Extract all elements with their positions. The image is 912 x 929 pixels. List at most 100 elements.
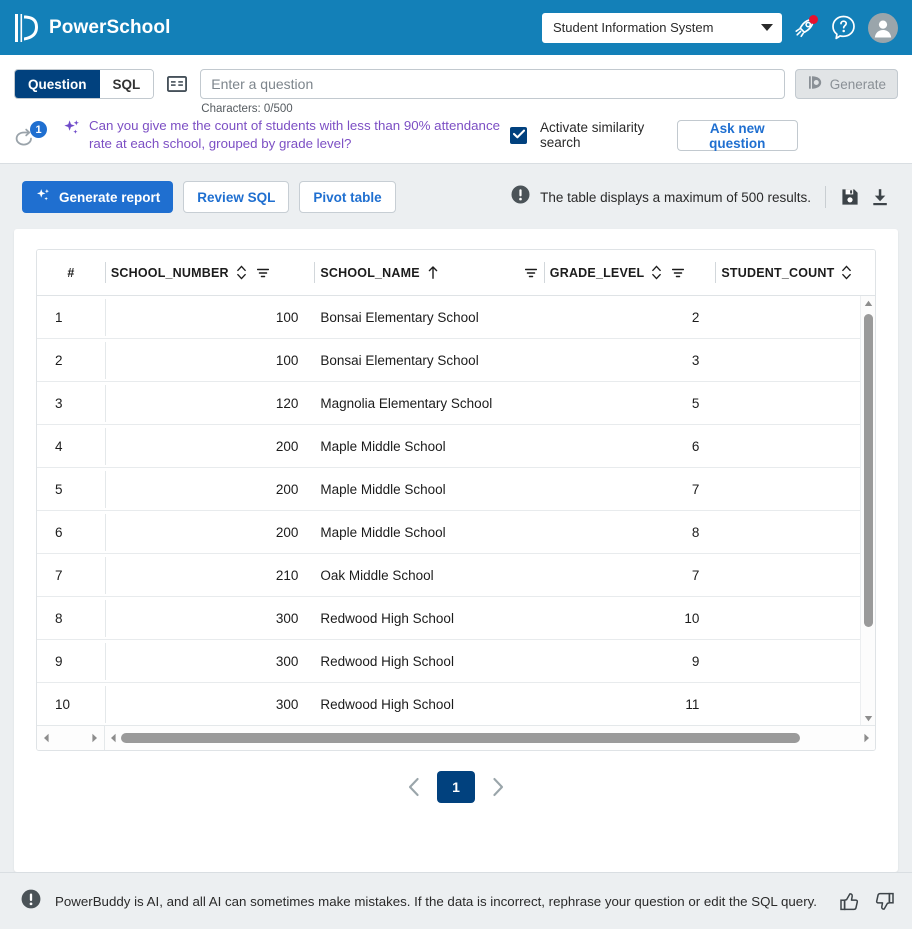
results-panel: Generate report Review SQL Pivot table T… <box>0 164 912 872</box>
table-cell-num: 210 <box>104 556 314 594</box>
scroll-left-arrow-icon[interactable] <box>43 733 50 743</box>
query-input-row: Question SQL Characters: 0/500 <box>14 69 898 115</box>
notification-dot-icon <box>809 14 818 24</box>
horizontal-scroll-thumb[interactable] <box>121 733 800 743</box>
table-cell-name: Redwood High School <box>320 696 454 712</box>
table-cell-num: 200 <box>104 470 314 508</box>
scroll-down-arrow-icon[interactable] <box>864 711 873 725</box>
scroll-right-arrow-icon[interactable] <box>91 733 98 743</box>
filter-funnel-icon[interactable] <box>256 266 270 280</box>
pagination-prev-button[interactable] <box>406 776 423 798</box>
table-cell-name: Redwood High School <box>320 610 454 626</box>
sort-ascending-arrow-icon[interactable] <box>427 265 439 280</box>
table-cell-name: Bonsai Elementary School <box>320 352 479 368</box>
results-grid: # SCHOOL_NUMBER <box>36 249 876 751</box>
brand: PowerSchool <box>14 12 170 44</box>
grid-horizontal-scrollbar[interactable] <box>37 725 875 750</box>
table-cell-num: 200 <box>104 513 314 551</box>
review-sql-button[interactable]: Review SQL <box>183 181 290 213</box>
table-cell-grade: 2 <box>691 309 700 325</box>
table-row[interactable]: 1 100 Bonsai Elementary School 2 <box>37 296 875 339</box>
table-cell-grade: 8 <box>691 524 700 540</box>
suggested-question[interactable]: Can you give me the count of students wi… <box>62 117 502 153</box>
table-row[interactable]: 8 300 Redwood High School 10 <box>37 597 875 640</box>
table-cell-grade: 3 <box>691 352 700 368</box>
index-column-scroll-controls[interactable] <box>37 726 105 750</box>
table-cell-idx: 8 <box>55 610 63 626</box>
disclaimer-text: PowerBuddy is AI, and all AI can sometim… <box>55 893 817 909</box>
generate-button-label: Generate <box>829 76 886 92</box>
history-badge: 1 <box>30 121 47 138</box>
tab-question[interactable]: Question <box>15 70 100 98</box>
results-limit-notice: The table displays a maximum of 500 resu… <box>510 184 811 210</box>
column-header-index[interactable]: # <box>37 250 105 295</box>
mode-toggle-group: Question SQL <box>14 69 155 99</box>
table-row[interactable]: 2 100 Bonsai Elementary School 3 <box>37 339 875 382</box>
table-cell-idx: 3 <box>55 395 63 411</box>
suggested-question-text: Can you give me the count of students wi… <box>89 118 500 151</box>
info-exclamation-icon <box>510 184 531 210</box>
help-question-icon[interactable] <box>830 14 857 41</box>
brand-name: PowerSchool <box>49 16 171 38</box>
card-view-icon[interactable] <box>164 69 190 99</box>
question-input[interactable] <box>200 69 785 99</box>
generate-button[interactable]: Generate <box>794 69 898 99</box>
grid-body: 1 100 Bonsai Elementary School 2 2 100 Bonsai … <box>37 296 875 725</box>
horizontal-scroll-area[interactable] <box>105 726 875 750</box>
scroll-right-arrow-icon[interactable] <box>863 733 870 743</box>
column-header-student-count[interactable]: STUDENT_COUNT <box>715 250 875 295</box>
filter-funnel-icon[interactable] <box>671 266 685 280</box>
table-row[interactable]: 5 200 Maple Middle School 7 <box>37 468 875 511</box>
table-cell-num: 300 <box>104 599 314 637</box>
horizontal-scroll-track[interactable] <box>121 733 859 743</box>
filter-funnel-icon[interactable] <box>524 266 538 280</box>
column-header-school-number[interactable]: SCHOOL_NUMBER <box>104 250 315 295</box>
suggestion-row: 1 Can you give me the count of students … <box>14 117 898 153</box>
table-cell-idx: 10 <box>55 696 71 712</box>
download-icon[interactable] <box>870 187 890 207</box>
thumbs-down-icon[interactable] <box>873 890 896 913</box>
pagination-page-1[interactable]: 1 <box>437 771 475 803</box>
save-disk-icon[interactable] <box>840 187 860 207</box>
table-row[interactable]: 9 300 Redwood High School 9 <box>37 640 875 683</box>
pagination-next-button[interactable] <box>489 776 506 798</box>
pivot-table-button[interactable]: Pivot table <box>299 181 396 213</box>
question-field-wrapper: Characters: 0/500 <box>200 69 785 115</box>
column-header-school-name[interactable]: SCHOOL_NAME <box>314 250 543 295</box>
vertical-scroll-track[interactable] <box>861 310 875 711</box>
tab-sql[interactable]: SQL <box>99 70 154 98</box>
vertical-scroll-thumb[interactable] <box>864 314 873 627</box>
results-meta: The table displays a maximum of 500 resu… <box>510 184 890 210</box>
sort-updown-icon[interactable] <box>651 265 662 280</box>
similarity-search-label: Activate similarity search <box>540 120 645 150</box>
column-header-grade-level-label: GRADE_LEVEL <box>549 265 645 280</box>
table-row[interactable]: 10 300 Redwood High School 11 <box>37 683 875 725</box>
sort-updown-icon[interactable] <box>841 265 852 280</box>
scroll-up-arrow-icon[interactable] <box>864 296 873 310</box>
similarity-search-checkbox[interactable] <box>510 126 527 144</box>
application-selector[interactable]: Student Information System <box>542 12 782 43</box>
grid-header-row: # SCHOOL_NUMBER <box>37 250 875 296</box>
table-row[interactable]: 3 120 Magnolia Elementary School 5 <box>37 382 875 425</box>
table-row[interactable]: 7 210 Oak Middle School 7 <box>37 554 875 597</box>
user-avatar-icon[interactable] <box>868 12 898 43</box>
table-row[interactable]: 4 200 Maple Middle School 6 <box>37 425 875 468</box>
ask-new-question-button[interactable]: Ask new question <box>676 119 798 151</box>
column-header-index-label: # <box>67 265 75 280</box>
table-cell-name: Bonsai Elementary School <box>320 309 479 325</box>
chevron-down-icon <box>761 24 773 31</box>
table-cell-idx: 9 <box>55 653 63 669</box>
generate-report-button[interactable]: Generate report <box>22 181 174 213</box>
column-header-grade-level[interactable]: GRADE_LEVEL <box>543 250 716 295</box>
powerschool-logo-icon <box>14 12 40 44</box>
sort-updown-icon[interactable] <box>236 265 247 280</box>
history-revert-icon[interactable]: 1 <box>14 120 54 150</box>
thumbs-up-icon[interactable] <box>838 890 861 913</box>
grid-vertical-scrollbar[interactable] <box>860 296 875 725</box>
table-row[interactable]: 6 200 Maple Middle School 8 <box>37 511 875 554</box>
rocket-icon[interactable] <box>793 14 819 41</box>
query-bar: Question SQL Characters: 0/500 <box>0 55 912 164</box>
table-cell-grade: 7 <box>691 567 700 583</box>
scroll-left-arrow-icon[interactable] <box>110 733 117 743</box>
table-cell-num: 200 <box>104 427 314 465</box>
